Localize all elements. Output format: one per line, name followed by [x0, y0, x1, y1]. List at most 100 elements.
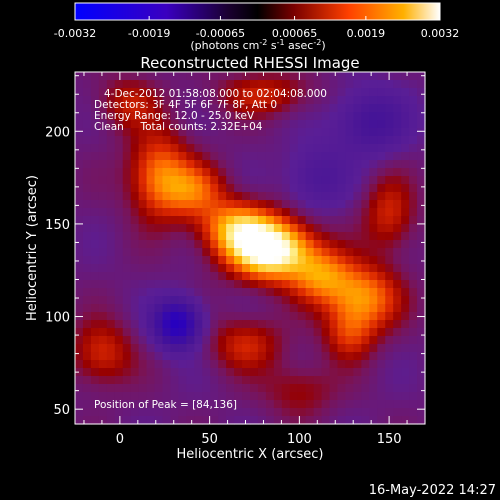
heatmap-cell: [337, 280, 347, 289]
heatmap-cell: [257, 192, 267, 201]
heatmap-cell: [98, 104, 108, 113]
heatmap-cell: [138, 256, 148, 265]
heatmap-cell: [90, 184, 100, 193]
heatmap-cell: [273, 264, 283, 273]
heatmap-cell: [82, 352, 92, 361]
heatmap-cell: [401, 160, 410, 169]
heatmap-cell: [313, 272, 323, 281]
heatmap-cell: [218, 176, 227, 185]
heatmap-cell: [250, 96, 259, 105]
heatmap-cell: [75, 160, 84, 169]
heatmap-cell: [90, 280, 100, 289]
heatmap-cell: [345, 376, 354, 385]
heatmap-cell: [130, 376, 140, 385]
heatmap-cell: [369, 280, 378, 289]
peak-label: Position of Peak = [84,136]: [94, 399, 237, 411]
heatmap-cell: [345, 336, 354, 345]
heatmap-cell: [361, 408, 370, 417]
heatmap-cell: [90, 296, 100, 305]
heatmap-cell: [138, 288, 148, 297]
heatmap-cell: [234, 208, 243, 217]
heatmap-cell: [377, 152, 386, 161]
heatmap-cell: [361, 96, 370, 105]
heatmap-cell: [226, 224, 235, 233]
heatmap-cell: [146, 192, 156, 201]
heatmap-cell: [353, 160, 362, 169]
heatmap-cell: [90, 224, 100, 233]
heatmap-cell: [409, 168, 418, 177]
heatmap-cell: [130, 408, 140, 417]
heatmap-cell: [114, 248, 124, 257]
heatmap-cell: [417, 376, 426, 385]
heatmap-cell: [218, 328, 227, 337]
heatmap-cell: [114, 208, 124, 217]
heatmap-cell: [409, 96, 418, 105]
heatmap-cell: [313, 408, 323, 417]
heatmap-cell: [138, 336, 148, 345]
heatmap-cell: [218, 408, 227, 417]
heatmap-cell: [138, 160, 148, 169]
heatmap-cell: [170, 256, 179, 265]
heatmap-cell: [337, 208, 347, 217]
heatmap-cell: [297, 144, 307, 153]
heatmap-cell: [138, 112, 148, 121]
heatmap-cell: [385, 120, 394, 129]
heatmap-cell: [401, 176, 410, 185]
heatmap-cell: [297, 256, 307, 265]
heatmap-cell: [337, 192, 347, 201]
heatmap-cell: [385, 96, 394, 105]
heatmap-cell: [345, 176, 354, 185]
heatmap-cell: [321, 256, 331, 265]
heatmap-cell: [321, 72, 331, 81]
heatmap-cell: [75, 216, 84, 225]
heatmap-cell: [90, 320, 100, 329]
heatmap-cell: [417, 168, 426, 177]
heatmap-cell: [202, 320, 211, 329]
heatmap-cell: [82, 120, 92, 129]
heatmap-cell: [345, 400, 354, 409]
heatmap-cell: [130, 312, 140, 321]
heatmap-cell: [138, 104, 148, 113]
heatmap-cell: [353, 120, 362, 129]
heatmap-cell: [401, 400, 410, 409]
heatmap-cell: [281, 112, 291, 121]
heatmap-cell: [393, 376, 402, 385]
heatmap-cell: [146, 72, 156, 81]
heatmap-cell: [361, 344, 370, 353]
colorbar-tick-label: -0.00065: [196, 27, 245, 40]
heatmap-cell: [202, 256, 211, 265]
heatmap-cell: [162, 88, 172, 97]
heatmap-cell: [90, 264, 100, 273]
heatmap-cell: [417, 408, 426, 417]
heatmap-cell: [178, 120, 187, 129]
heatmap-cell: [202, 352, 211, 361]
heatmap-cell: [393, 88, 402, 97]
heatmap-cell: [401, 128, 410, 137]
heatmap-cell: [130, 160, 140, 169]
heatmap-cell: [385, 408, 394, 417]
heatmap-cell: [273, 288, 283, 297]
heatmap-cell: [289, 392, 299, 401]
heatmap-cell: [329, 296, 339, 305]
heatmap-cell: [257, 400, 267, 409]
heatmap-cell: [377, 288, 386, 297]
heatmap-cell: [353, 304, 362, 313]
heatmap-cell: [369, 288, 378, 297]
heatmap-cell: [114, 168, 124, 177]
heatmap-cell: [273, 72, 283, 81]
heatmap-cell: [353, 368, 362, 377]
heatmap-cell: [337, 344, 347, 353]
heatmap-cell: [417, 320, 426, 329]
heatmap-cell: [138, 152, 148, 161]
heatmap-cell: [265, 176, 275, 185]
heatmap-cell: [178, 176, 187, 185]
heatmap-cell: [154, 288, 164, 297]
heatmap-cell: [385, 344, 394, 353]
heatmap-cell: [417, 352, 426, 361]
heatmap-cell: [329, 160, 339, 169]
heatmap-cell: [393, 384, 402, 393]
heatmap-cell: [234, 344, 243, 353]
heatmap-cell: [234, 136, 243, 145]
heatmap-cell: [281, 376, 291, 385]
heatmap-cell: [178, 272, 187, 281]
